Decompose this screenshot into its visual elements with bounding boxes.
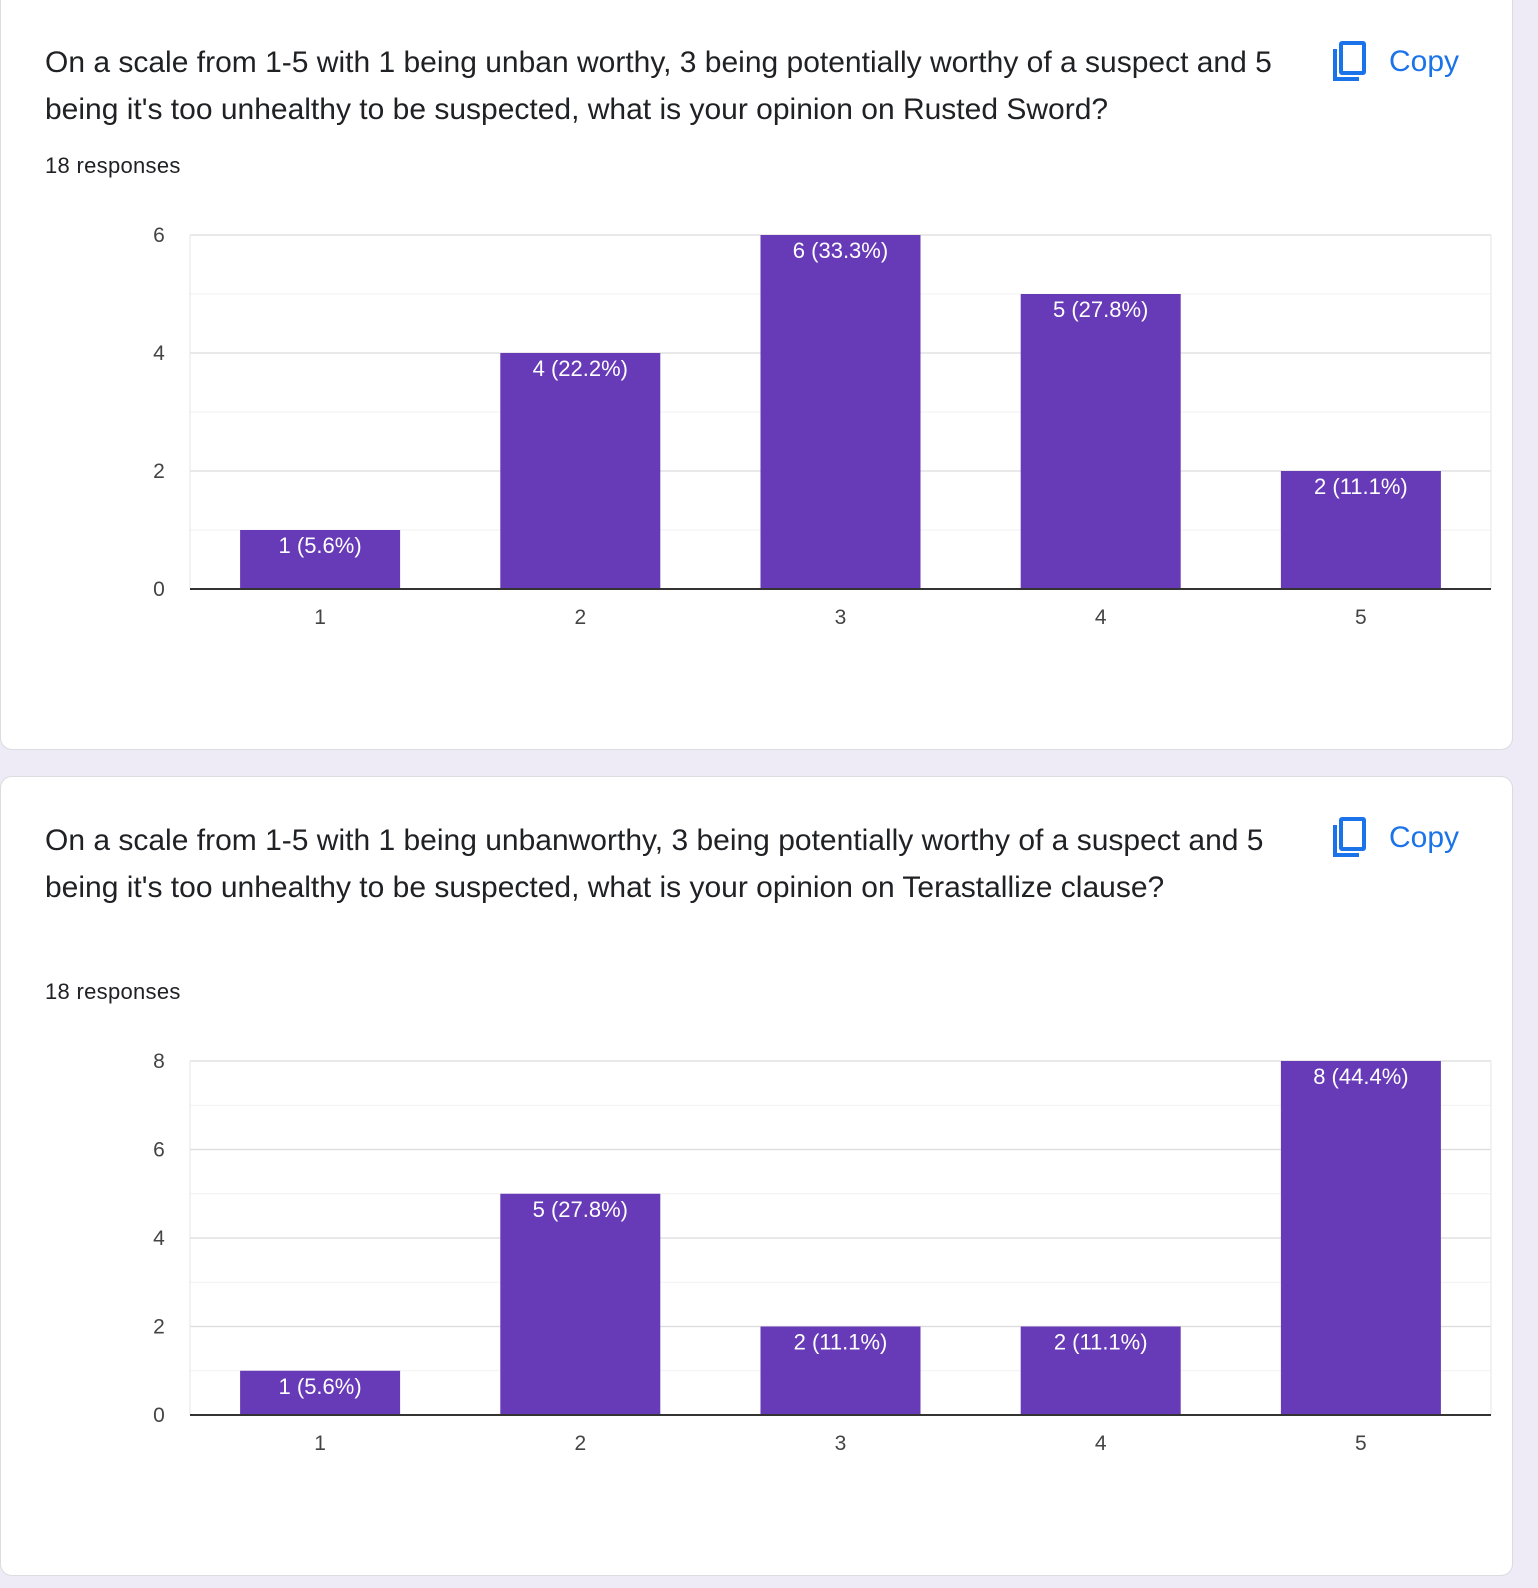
y-tick-label: 2: [153, 1316, 165, 1339]
bar-data-label: 2 (11.1%): [1314, 474, 1408, 499]
y-tick-label: 4: [153, 342, 165, 365]
question-card-1: On a scale from 1-5 with 1 being unban w…: [0, 0, 1513, 750]
x-tick-label: 2: [574, 606, 586, 629]
x-tick-label: 1: [314, 1432, 326, 1455]
bar[interactable]: [1020, 1326, 1181, 1416]
y-tick-label: 0: [153, 578, 165, 601]
bar[interactable]: [240, 530, 401, 589]
bar-chart-1: 0 2 4 6 1 (5.6%) 1 4 (22.2%) 2 6 (33.3%) 3 5 (27.8…: [153, 227, 1492, 629]
bar-data-label: 5 (27.8%): [533, 1197, 628, 1222]
bar[interactable]: [500, 353, 661, 589]
bar-data-label: 5 (27.8%): [1053, 297, 1148, 322]
bar[interactable]: [1280, 1061, 1441, 1415]
x-tick-label: 5: [1355, 606, 1367, 629]
y-tick-label: 0: [153, 1404, 165, 1427]
y-tick-label: 6: [153, 227, 165, 247]
bar-data-label: 8 (44.4%): [1313, 1064, 1408, 1089]
x-tick-label: 2: [574, 1432, 586, 1455]
copy-icon: [1333, 817, 1366, 857]
x-tick-label: 1: [314, 606, 326, 629]
x-tick-label: 4: [1095, 606, 1107, 629]
y-tick-label: 6: [153, 1139, 165, 1162]
bar-data-label: 2 (11.1%): [794, 1330, 888, 1355]
y-tick-label: 8: [153, 1053, 165, 1073]
copy-label: Copy: [1389, 821, 1460, 854]
question-title: On a scale from 1-5 with 1 being unban w…: [45, 46, 1272, 126]
x-tick-label: 4: [1095, 1432, 1107, 1455]
bar[interactable]: [240, 1370, 401, 1415]
copy-label: Copy: [1389, 45, 1460, 78]
bar-data-label: 1 (5.6%): [279, 533, 362, 558]
copy-icon: [1333, 41, 1366, 81]
response-count: 18 responses: [45, 153, 181, 178]
bar-data-label: 2 (11.1%): [1054, 1330, 1148, 1355]
bar-data-label: 6 (33.3%): [793, 238, 888, 263]
bar-data-label: 4 (22.2%): [533, 356, 628, 381]
question-title: On a scale from 1-5 with 1 being unbanwo…: [45, 824, 1264, 904]
bar[interactable]: [760, 1326, 921, 1416]
bar-chart-2: 0 2 4 6 8 1 (5.6%) 1 5 (27.8%) 2 2 (11.1%) 3 2 (11.…: [153, 1053, 1492, 1455]
x-tick-label: 3: [835, 606, 847, 629]
x-tick-label: 5: [1355, 1432, 1367, 1455]
bar[interactable]: [500, 1193, 661, 1415]
bar[interactable]: [760, 235, 921, 589]
bar[interactable]: [1020, 294, 1181, 589]
copy-button[interactable]: Copy: [1331, 41, 1459, 83]
response-count: 18 responses: [45, 979, 181, 1004]
copy-button[interactable]: Copy: [1331, 817, 1459, 859]
bar-data-label: 1 (5.6%): [279, 1374, 362, 1399]
y-tick-label: 4: [153, 1227, 165, 1250]
y-tick-label: 2: [153, 460, 165, 483]
x-tick-label: 3: [835, 1432, 847, 1455]
bar[interactable]: [1280, 471, 1441, 589]
question-card-2: On a scale from 1-5 with 1 being unbanwo…: [0, 776, 1513, 1576]
